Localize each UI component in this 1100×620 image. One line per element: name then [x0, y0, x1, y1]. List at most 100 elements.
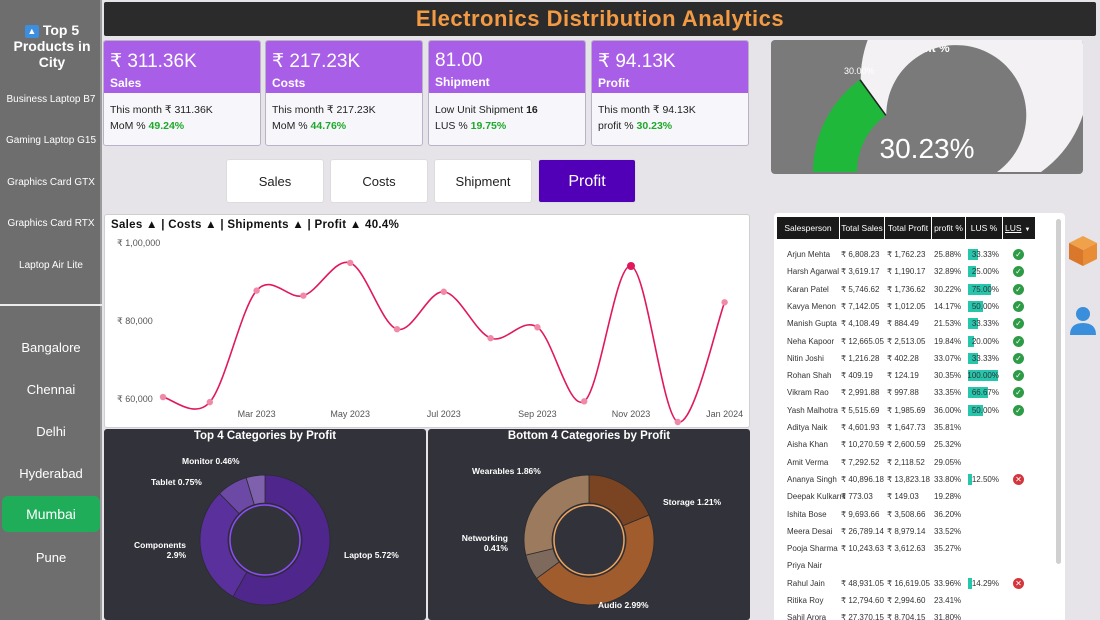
data-point[interactable] [159, 393, 167, 401]
table-row[interactable]: Sahil Arora ₹ 27,370.15 ₹ 8,704.15 31.80% [774, 609, 1054, 620]
kpi-line1-label: This month [110, 104, 162, 116]
sidebar-divider [0, 304, 102, 306]
x-tick-label: Sep 2023 [518, 409, 557, 419]
data-point[interactable] [627, 262, 635, 271]
kpi-label: Profit [598, 76, 630, 90]
data-point[interactable] [487, 334, 494, 342]
city-bangalore[interactable]: Bangalore [21, 340, 81, 355]
table-row[interactable]: Rohan Shah ₹ 409.19 ₹ 124.19 30.35% 100.00% ✓ [774, 367, 1054, 384]
donut-slice[interactable] [523, 474, 590, 556]
data-point[interactable] [674, 418, 681, 426]
data-point[interactable] [534, 324, 541, 331]
gauge-fill [813, 79, 887, 172]
salesperson-cell: Meera Desai [787, 526, 833, 536]
col-header-lus[interactable]: LUS ▼ [1003, 217, 1035, 239]
donut-slice[interactable] [536, 514, 655, 606]
table-row[interactable]: Karan Patel ₹ 5,746.62 ₹ 1,736.62 30.22% 75.… [774, 281, 1054, 298]
city-pune[interactable]: Pune [35, 550, 67, 565]
total-sales-cell: ₹ 7,292.52 [841, 457, 880, 467]
gauge-track [860, 40, 1083, 172]
table-row[interactable]: Vikram Rao ₹ 2,991.88 ₹ 997.88 33.35% 66.67%… [774, 384, 1054, 401]
costs-button[interactable]: Costs [330, 159, 428, 203]
lus-pct-cell: 50.00% [971, 405, 999, 415]
city-delhi[interactable]: Delhi [36, 424, 66, 439]
total-profit-cell: ₹ 124.19 [887, 371, 919, 381]
city-hyderabad[interactable]: Hyderabad [19, 466, 83, 481]
total-profit-cell: ₹ 8,704.15 [887, 613, 926, 620]
box-icon[interactable] [1067, 234, 1099, 268]
lus-pct-cell: 50.00% [971, 301, 999, 311]
kpi-line1-value: ₹ 217.23K [326, 104, 376, 116]
profit-pct-cell: 33.07% [934, 353, 962, 363]
table-row[interactable]: Aditya Naik ₹ 4,601.93 ₹ 1,647.73 35.81% [774, 419, 1054, 436]
data-point[interactable] [393, 325, 401, 333]
data-point[interactable] [253, 287, 260, 294]
table-row[interactable]: Neha Kapoor ₹ 12,665.05 ₹ 2,513.05 19.84% 20… [774, 333, 1054, 350]
table-row[interactable]: Rahul Jain ₹ 48,931.05 ₹ 16,619.05 33.96% 14… [774, 575, 1054, 592]
table-row[interactable]: Ritika Roy ₹ 12,794.60 ₹ 2,994.60 23.41% [774, 592, 1054, 609]
table-row[interactable]: Yash Malhotra ₹ 5,515.69 ₹ 1,985.69 36.00% 5… [774, 402, 1054, 419]
cross-icon: ✕ [1013, 577, 1024, 589]
table-row[interactable]: Pooja Sharma ₹ 10,243.63 ₹ 3,612.63 35.27% [774, 540, 1054, 557]
user-icon[interactable] [1068, 306, 1098, 336]
table-row[interactable]: Kavya Menon ₹ 7,142.05 ₹ 1,012.05 14.17% 50.… [774, 298, 1054, 315]
data-point[interactable] [440, 288, 447, 295]
lus-pct-cell: 33.33% [971, 250, 999, 259]
profit-pct-cell: 33.96% [934, 578, 962, 588]
data-point[interactable] [300, 292, 307, 299]
table-row[interactable]: Deepak Kulkarni ₹ 773.03 ₹ 149.03 19.28% [774, 488, 1054, 505]
sales-button[interactable]: Sales [226, 159, 324, 203]
total-sales-cell: ₹ 26,789.14 [841, 526, 884, 536]
city-mumbai[interactable]: Mumbai [2, 496, 100, 532]
total-sales-cell: ₹ 4,108.49 [841, 319, 880, 329]
check-icon: ✓ [1013, 335, 1024, 347]
donut-label-networking: Networking 0.41% [461, 533, 508, 553]
table-row[interactable]: Ananya Singh ₹ 40,896.18 ₹ 13,823.18 33.80%… [774, 471, 1054, 488]
table-row[interactable]: Harsh Agarwal ₹ 3,619.17 ₹ 1,190.17 32.89% 2… [774, 263, 1054, 280]
salesperson-cell: Aisha Khan [787, 440, 828, 450]
data-point[interactable] [581, 398, 588, 405]
city-chennai[interactable]: Chennai [26, 382, 76, 397]
col-header-profit-pct[interactable]: profit % [932, 217, 965, 239]
table-row[interactable]: Ishita Bose ₹ 9,693.66 ₹ 3,508.66 36.20% [774, 506, 1054, 523]
donut-slice[interactable] [588, 474, 650, 527]
kpi-line2-label: LUS % [435, 120, 468, 132]
donut-slice[interactable] [245, 474, 266, 506]
profit-pct-cell: 14.17% [934, 301, 962, 311]
profit-button[interactable]: Profit [538, 159, 636, 203]
table-row[interactable]: Priya Nair [774, 557, 1054, 574]
table-row[interactable]: Amit Verma ₹ 7,292.52 ₹ 2,118.52 29.05% [774, 454, 1054, 471]
profit-pct-cell: 25.88% [934, 250, 962, 259]
x-tick-label: May 2023 [330, 409, 370, 419]
top-categories-donut: Top 4 Categories by Profit Monitor 0.46%… [104, 429, 426, 620]
lus-bar [968, 370, 998, 382]
data-point[interactable] [206, 398, 213, 406]
lus-bar [968, 318, 978, 330]
shipment-button[interactable]: Shipment [434, 159, 532, 203]
table-row[interactable]: Nitin Joshi ₹ 1,216.28 ₹ 402.28 33.07% 33.33… [774, 350, 1054, 367]
col-header-lus-pct[interactable]: LUS % [966, 217, 1002, 239]
kpi-value: ₹ 217.23K [272, 51, 361, 72]
table-row[interactable]: Aisha Khan ₹ 10,270.59 ₹ 2,600.59 25.32% [774, 436, 1054, 453]
col-header-salesperson[interactable]: Salesperson [777, 217, 839, 239]
total-profit-cell: ₹ 3,612.63 [887, 544, 926, 554]
product-item[interactable]: Graphics Card RTX [7, 218, 95, 229]
product-item[interactable]: Graphics Card GTX [7, 177, 95, 188]
data-point[interactable] [721, 299, 728, 306]
product-item[interactable]: Laptop Air Lite [19, 260, 83, 271]
total-sales-cell: ₹ 4,601.93 [841, 423, 880, 432]
table-row[interactable]: Arjun Mehta ₹ 6,808.23 ₹ 1,762.23 25.88% 33.… [774, 246, 1054, 263]
product-item[interactable]: Gaming Laptop G15 [5, 135, 97, 146]
donut-slice[interactable] [232, 474, 331, 606]
lus-bar [968, 577, 973, 589]
table-scrollbar[interactable] [1056, 219, 1061, 564]
col-header-total-profit[interactable]: Total Profit [885, 217, 931, 239]
lus-pct-cell: 100.00% [967, 371, 999, 381]
table-row[interactable]: Manish Gupta ₹ 4,108.49 ₹ 884.49 21.53% 33.3… [774, 315, 1054, 332]
data-point[interactable] [347, 259, 354, 267]
lus-bar [968, 283, 991, 295]
salesperson-cell: Rahul Jain [787, 578, 825, 588]
product-item[interactable]: Business Laptop B7 [6, 94, 96, 105]
col-header-total-sales[interactable]: Total Sales [840, 217, 884, 239]
table-row[interactable]: Meera Desai ₹ 26,789.14 ₹ 8,979.14 33.52% [774, 523, 1054, 540]
